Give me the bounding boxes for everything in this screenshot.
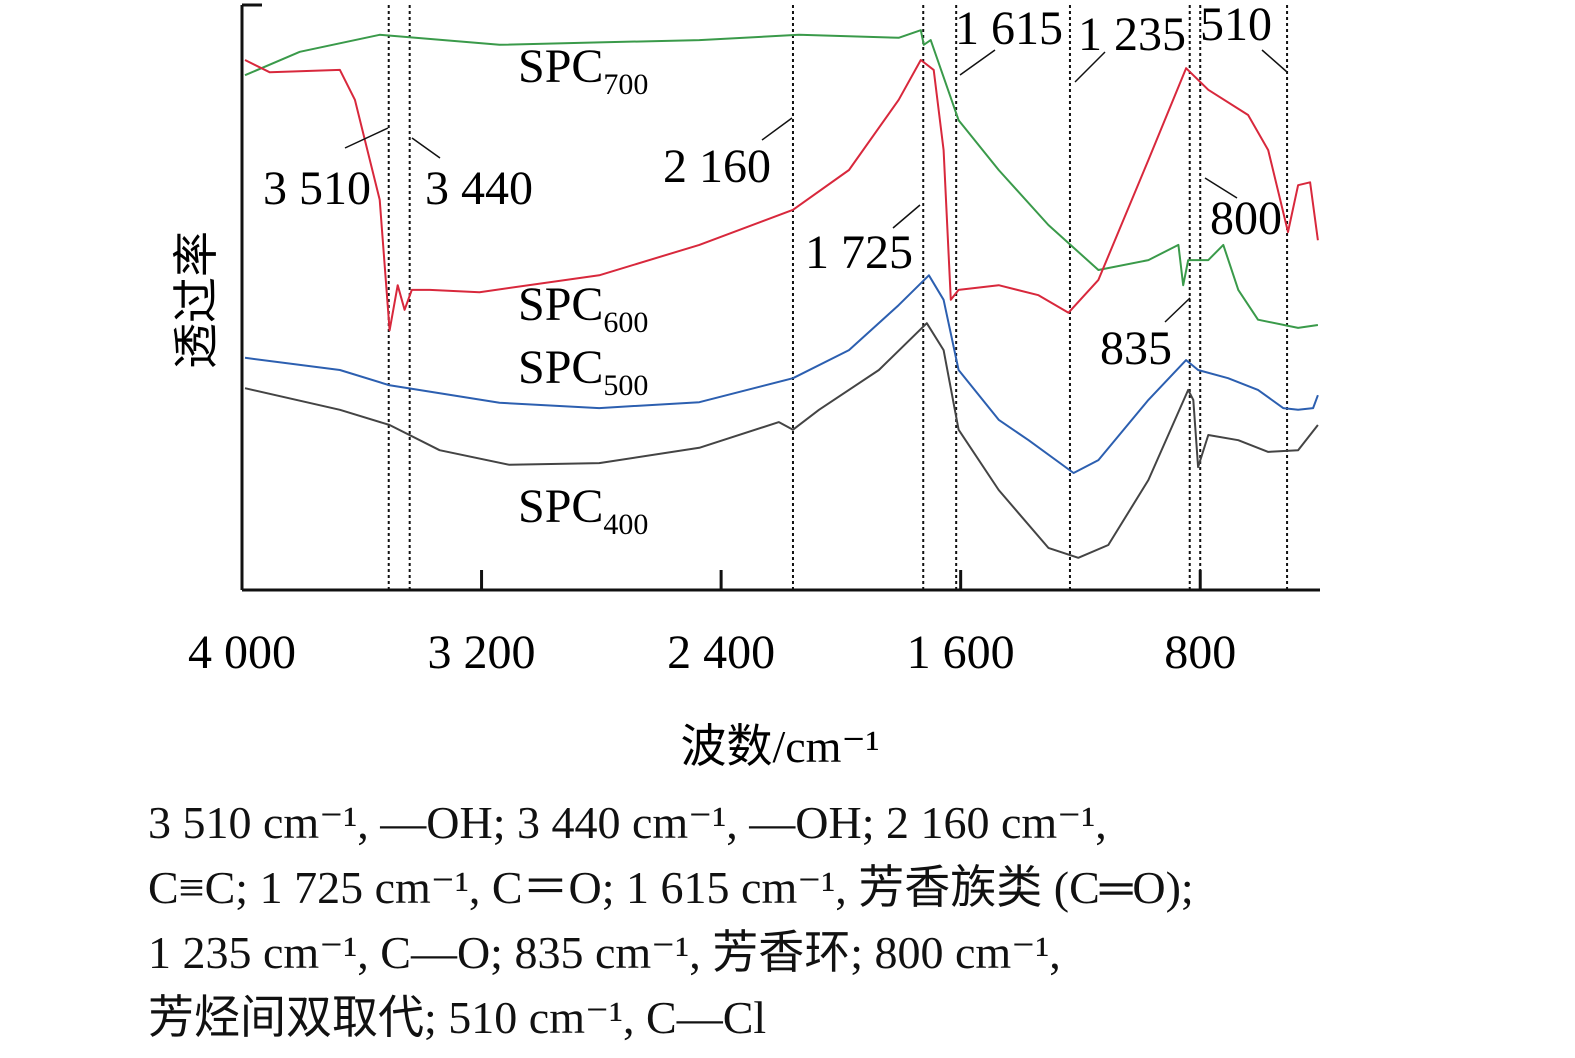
annotation-leader bbox=[1074, 51, 1106, 83]
caption-line: 芳烃间双取代; 510 cm⁻¹, C—Cl bbox=[148, 992, 767, 1043]
series-line-spc500 bbox=[244, 274, 1319, 474]
series-line-spc700 bbox=[244, 29, 1319, 329]
annotation-label: 1 235 bbox=[1078, 8, 1186, 61]
series-label-spc600: SPC600 bbox=[518, 278, 648, 339]
x-axis-label: 波数/cm⁻¹ bbox=[680, 721, 879, 772]
x-tick-label: 800 bbox=[1164, 626, 1236, 679]
annotation-leader bbox=[892, 204, 921, 229]
ftir-chart: 4 000 3 200 2 400 1 600 800 波数/cm⁻¹ 透过率 3 510 3 … bbox=[171, 0, 1320, 772]
x-tick-label: 1 600 bbox=[907, 626, 1015, 679]
series-label-subscript: 600 bbox=[603, 306, 648, 339]
annotation-label: 2 160 bbox=[663, 140, 771, 193]
series-label-subscript: 400 bbox=[603, 508, 648, 541]
x-tick-label: 4 000 bbox=[188, 626, 296, 679]
series-label-base: SPC bbox=[518, 480, 603, 533]
series-label-spc500: SPC500 bbox=[518, 341, 648, 402]
annotation-label: 1 615 bbox=[955, 2, 1063, 55]
series-label-subscript: 500 bbox=[603, 369, 648, 402]
caption-line: C≡C; 1 725 cm⁻¹, C＝O; 1 615 cm⁻¹, 芳香族类 (… bbox=[148, 862, 1194, 913]
x-tick-label: 2 400 bbox=[667, 626, 775, 679]
annotation-leader bbox=[959, 49, 996, 76]
annotation-label: 1 725 bbox=[805, 226, 913, 279]
annotation-label: 800 bbox=[1210, 192, 1282, 245]
series-label-spc400: SPC400 bbox=[518, 480, 648, 541]
series-label-base: SPC bbox=[518, 40, 603, 93]
annotation-leader bbox=[1164, 297, 1191, 323]
series-label-spc700: SPC700 bbox=[518, 40, 648, 101]
annotation-label: 510 bbox=[1200, 0, 1272, 51]
annotation-label: 3 510 bbox=[263, 162, 371, 215]
series-line-spc600 bbox=[244, 59, 1319, 332]
series-label-subscript: 700 bbox=[603, 68, 648, 101]
annotation-leader bbox=[344, 127, 389, 149]
annotation-leader bbox=[761, 117, 793, 141]
annotation-leader bbox=[411, 137, 441, 159]
annotation-leader bbox=[1261, 49, 1288, 73]
annotation-label: 835 bbox=[1100, 322, 1172, 375]
annotation-label: 3 440 bbox=[425, 162, 533, 215]
series-label-base: SPC bbox=[518, 278, 603, 331]
series-line-spc400 bbox=[244, 322, 1319, 559]
annotation-leader bbox=[1204, 177, 1238, 199]
x-tick-label: 3 200 bbox=[428, 626, 536, 679]
caption-line: 3 510 cm⁻¹, —OH; 3 440 cm⁻¹, —OH; 2 160 … bbox=[148, 797, 1107, 848]
series-label-base: SPC bbox=[518, 341, 603, 394]
y-axis-label: 透过率 bbox=[171, 231, 222, 369]
caption-line: 1 235 cm⁻¹, C—O; 835 cm⁻¹, 芳香环; 800 cm⁻¹… bbox=[148, 927, 1061, 978]
figure-caption: 3 510 cm⁻¹, —OH; 3 440 cm⁻¹, —OH; 2 160 … bbox=[148, 790, 1194, 1050]
